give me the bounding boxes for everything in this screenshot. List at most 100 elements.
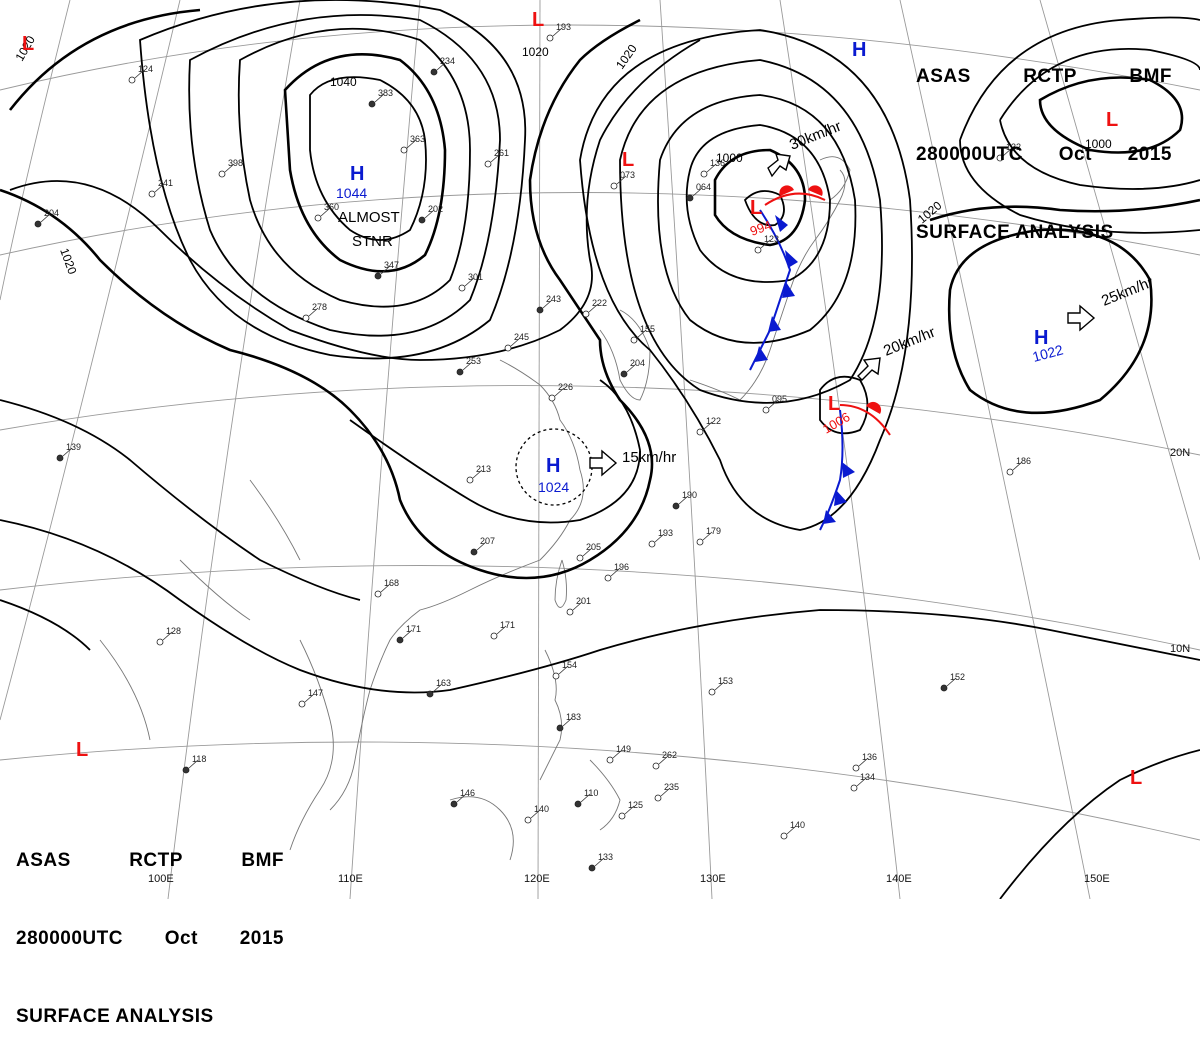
header-line: 280000UTC Oct 2015 <box>916 142 1172 168</box>
wind-barb-icon <box>624 805 635 815</box>
station-pressure-label: 213 <box>476 464 491 474</box>
station-circle-icon <box>648 540 656 548</box>
longitude-labels: 100E 110E 120E 130E 140E 150E <box>148 873 1110 885</box>
station-plot: 132 <box>996 142 1021 162</box>
station-pressure-label: 193 <box>556 22 571 32</box>
header-month: Oct <box>164 928 198 949</box>
header-station: RCTP <box>129 850 183 871</box>
station-pressure-label: 125 <box>628 800 643 810</box>
station-plot: 363 <box>400 134 425 154</box>
low-center-letter: L <box>76 739 88 761</box>
station-plot: 136 <box>700 158 725 178</box>
header-month: Oct <box>1058 144 1092 165</box>
station-plot: 245 <box>504 332 529 352</box>
latitude-labels: 20N 10N <box>1170 447 1190 655</box>
station-plot: 190 <box>672 490 697 510</box>
header-title: SURFACE ANALYSIS <box>916 222 1114 243</box>
station-circle-icon <box>654 794 662 802</box>
station-plot: 179 <box>696 526 721 546</box>
isobar-northeast-ring-2 <box>959 16 1200 234</box>
isobar-1022-high <box>947 228 1153 415</box>
station-pressure-label: 154 <box>562 660 577 670</box>
station-plot: 193 <box>546 22 571 42</box>
station-plot: 204 <box>620 358 645 378</box>
wind-barb-icon <box>946 677 957 687</box>
station-circle-icon <box>426 690 434 698</box>
station-circle-icon <box>396 636 404 644</box>
station-circle-icon <box>418 216 426 224</box>
header-time: 280000UTC <box>16 928 123 949</box>
station-plot: 202 <box>418 204 443 224</box>
station-circle-icon <box>610 182 618 190</box>
header-line: ASAS RCTP BMF <box>16 848 284 874</box>
meridian-line <box>0 0 181 721</box>
station-plot: 360 <box>314 202 339 222</box>
isobar-low-ring-2 <box>657 94 857 344</box>
station-circle-icon <box>1006 468 1014 476</box>
parallel-line <box>0 24 1200 91</box>
station-pressure-label: 301 <box>468 272 483 282</box>
station-plot: 147 <box>298 688 323 708</box>
parallel-line <box>0 741 1200 841</box>
surface-analysis-map: 1020 1020 1020 1040 1000 1020 1000 1020 … <box>0 0 1200 899</box>
meridian-line <box>899 0 1091 899</box>
wind-barb-icon <box>786 825 797 835</box>
station-pressure-label: 123 <box>764 234 779 244</box>
isobar-1000-northeast <box>1038 76 1184 154</box>
station-plot: 205 <box>576 542 601 562</box>
motion-arrows <box>589 153 1096 477</box>
station-plot: 073 <box>610 170 635 190</box>
station-pressure-label: 139 <box>66 442 81 452</box>
high-centers: H 1044 H 1024 H 1022 H <box>336 39 1065 495</box>
wind-barb-icon <box>380 265 391 275</box>
longitude-label: 130E <box>700 873 726 885</box>
station-circle-icon <box>996 154 1004 162</box>
wind-barb-icon <box>554 387 565 397</box>
wind-barb-icon <box>380 583 391 593</box>
station-pressure-label: 222 <box>592 298 607 308</box>
coastline-inland <box>99 479 301 741</box>
station-plot: 186 <box>1006 456 1031 476</box>
cold-front-triangle <box>823 510 836 524</box>
station-pressure-label: 383 <box>378 88 393 98</box>
wind-barb-icon <box>320 207 331 217</box>
graticule <box>0 0 1200 899</box>
note-line: STNR <box>352 233 393 250</box>
station-pressure-label: 201 <box>576 596 591 606</box>
station-circle-icon <box>456 368 464 376</box>
wind-barb-icon <box>702 421 713 431</box>
station-circle-icon <box>56 454 64 462</box>
isobar <box>188 14 501 337</box>
station-plot: 118 <box>182 754 206 774</box>
station-circle-icon <box>588 864 596 872</box>
station-pressure-label: 168 <box>384 578 399 588</box>
wind-barb-icon <box>582 547 593 557</box>
coastline-borneo <box>449 796 514 861</box>
station-pressure-label: 243 <box>546 294 561 304</box>
low-centers: L 994 L 1006 L L L L L L <box>22 9 1142 789</box>
station-plot: 213 <box>466 464 491 484</box>
station-plot: 171 <box>396 624 421 644</box>
header-code: BMF <box>1129 66 1172 87</box>
station-pressure-label: 136 <box>862 752 877 762</box>
station-pressure-label: 152 <box>950 672 965 682</box>
station-pressure-label: 190 <box>682 490 697 500</box>
station-pressure-label: 186 <box>1016 456 1031 466</box>
low-center-letter: L <box>532 9 544 31</box>
station-plot: 124 <box>128 64 153 84</box>
wind-barb-icon <box>702 531 713 541</box>
wind-barb-icon <box>134 69 145 79</box>
station-circle-icon <box>524 816 532 824</box>
wind-barb-icon <box>692 187 703 197</box>
station-pressure-label: 147 <box>308 688 323 698</box>
isobar-1000 <box>713 148 807 247</box>
station-pressure-label: 245 <box>514 332 529 342</box>
wind-barb-icon <box>406 139 417 149</box>
wind-barb-icon <box>626 363 637 373</box>
station-plot: 171 <box>490 620 515 640</box>
wind-barb-icon <box>612 749 623 759</box>
station-pressure-label: 226 <box>558 382 573 392</box>
latitude-label: 10N <box>1170 643 1190 655</box>
station-pressure-label: 196 <box>614 562 629 572</box>
wind-barb-icon <box>856 777 867 787</box>
